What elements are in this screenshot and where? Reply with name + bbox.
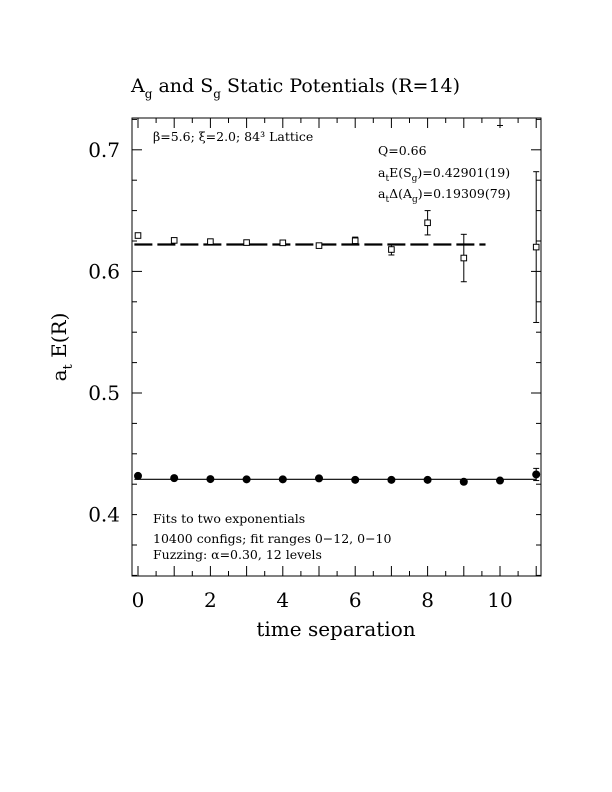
- data-point: [207, 238, 214, 245]
- data-point: [388, 246, 395, 253]
- data-points: [134, 118, 541, 486]
- data-point: [242, 475, 251, 484]
- x-tick-label: 2: [204, 588, 217, 612]
- data-point: [351, 237, 359, 245]
- fit-s-annotation: atE(Sg)=0.42901(19): [378, 165, 510, 184]
- axis-ticks: [132, 118, 541, 576]
- configs-annotation: 10400 configs; fit ranges 0−12, 0−10: [153, 531, 392, 546]
- plot-frame: [131, 117, 542, 577]
- data-point: [279, 239, 287, 247]
- x-tick-label: 8: [421, 588, 434, 612]
- q-annotation: Q=0.66: [378, 143, 427, 158]
- fit-lines: [134, 243, 537, 480]
- y-axis-label: at E(R): [47, 313, 76, 382]
- data-point: [315, 242, 323, 249]
- data-point: [532, 470, 541, 479]
- y-tick-label: 0.5: [88, 381, 120, 405]
- data-point: [496, 476, 504, 485]
- data-point: [243, 239, 250, 246]
- data-point: [134, 471, 142, 480]
- data-point: [170, 474, 179, 483]
- data-point: [423, 475, 432, 484]
- data-point: [134, 232, 142, 239]
- fuzzing-annotation: Fuzzing: α=0.30, 12 levels: [153, 547, 322, 562]
- x-axis-label: time separation: [256, 617, 415, 641]
- data-point: [351, 475, 360, 484]
- svg-text:at E(R): at E(R): [47, 313, 76, 382]
- data-point: [170, 237, 178, 244]
- x-tick-label: 10: [487, 588, 512, 612]
- data-point: [278, 475, 287, 484]
- data-point: [315, 474, 323, 483]
- y-tick-label: 0.6: [88, 259, 120, 283]
- fit-a-annotation: atΔ(Ag)=0.19309(79): [378, 186, 510, 205]
- chart-title: Ag and Sg Static Potentials (R=14): [130, 75, 460, 101]
- fits-annotation: Fits to two exponentials: [153, 511, 305, 526]
- data-point: [424, 219, 431, 227]
- data-point: [387, 475, 396, 484]
- data-point: [460, 254, 468, 262]
- data-point: [532, 243, 540, 251]
- data-point: [206, 475, 215, 484]
- x-tick-label: 6: [349, 588, 362, 612]
- data-point: [459, 477, 468, 486]
- y-tick-label: 0.4: [88, 503, 120, 527]
- lattice-annotation: β=5.6; ξ=2.0; 84³ Lattice: [153, 129, 313, 144]
- axis-tick-labels: 0 2 4 6 8 10 0.4 0.5 0.6 0.7: [88, 138, 513, 612]
- x-tick-label: 0: [132, 588, 145, 612]
- y-tick-label: 0.7: [88, 138, 120, 162]
- x-tick-label: 4: [276, 588, 289, 612]
